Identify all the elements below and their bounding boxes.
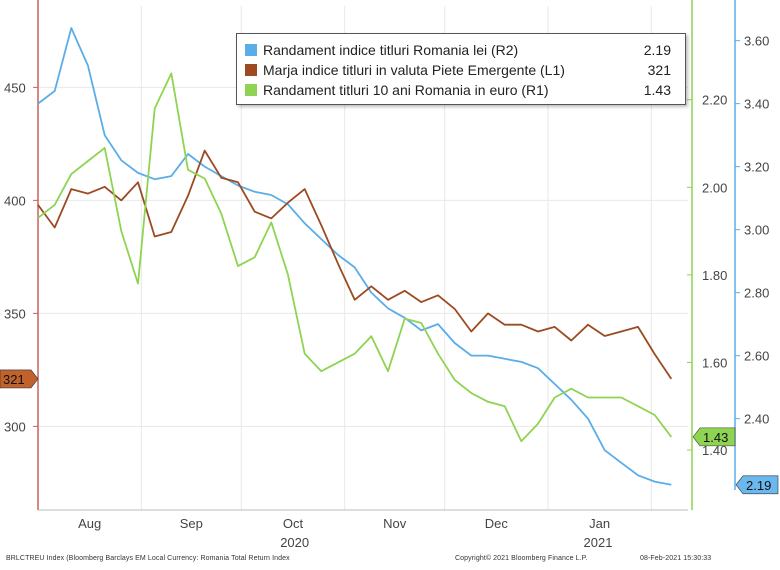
value-tag-ro-lei-yield-label: 2.19 <box>746 478 771 493</box>
series-line-1 <box>37 149 673 380</box>
right1-axis-tick-label: 1.40 <box>702 443 727 458</box>
legend-label: Marja indice titluri in valuta Piete Eme… <box>263 62 565 78</box>
x-month-label: Dec <box>485 516 509 531</box>
right2-axis-tick-label: 2.80 <box>744 286 769 301</box>
legend-swatch <box>245 64 257 76</box>
value-tag-em-spread-label: 321 <box>3 372 25 387</box>
right2-axis-tick-label: 3.00 <box>744 223 769 238</box>
right2-axis-tick-label: 2.40 <box>744 412 769 427</box>
footer-copyright: Copyright© 2021 Bloomberg Finance L.P. <box>455 555 588 562</box>
series-line-2 <box>37 72 673 443</box>
right2-axis-tick-label: 3.40 <box>744 97 769 112</box>
value-tag-em-spread <box>0 369 39 389</box>
x-month-label: Oct <box>283 516 304 531</box>
value-tag-ro-lei-yield <box>735 475 779 495</box>
legend-value: 2.19 <box>643 42 671 58</box>
value-tag-ro-eur-10y <box>692 427 736 447</box>
legend-label: Randament indice titluri Romania lei (R2… <box>263 42 519 58</box>
x-month-label: Nov <box>383 516 407 531</box>
legend-value: 1.43 <box>643 82 671 98</box>
legend-item-em-spread: Marja indice titluri in valuta Piete Eme… <box>243 60 679 80</box>
value-tag-ro-eur-10y-label: 1.43 <box>703 430 728 445</box>
right1-axis-tick-label: 1.80 <box>702 268 727 283</box>
right2-axis-tick-label: 3.20 <box>744 160 769 175</box>
right2-axis-tick-label: 2.60 <box>744 349 769 364</box>
left-axis-tick-label: 350 <box>4 306 26 321</box>
footer-source: BRLCTREU Index (Bloomberg Barclays EM Lo… <box>6 555 290 562</box>
x-month-label: Sep <box>180 516 203 531</box>
legend-label: Randament titluri 10 ani Romania in euro… <box>263 82 549 98</box>
legend-value: 321 <box>647 62 671 78</box>
left-axis-tick-label: 450 <box>4 80 26 95</box>
left-axis-tick-label: 400 <box>4 193 26 208</box>
legend-item-ro-lei-yield: Randament indice titluri Romania lei (R2… <box>243 40 679 60</box>
right1-axis-tick-label: 1.60 <box>702 355 727 370</box>
legend: Randament indice titluri Romania lei (R2… <box>236 33 686 105</box>
legend-item-ro-eur-10y: Randament titluri 10 ani Romania in euro… <box>243 80 679 100</box>
x-year-label: 2020 <box>280 535 309 550</box>
legend-swatch <box>245 84 257 96</box>
x-year-label: 2021 <box>584 535 613 550</box>
footer-timestamp: 08-Feb-2021 15:30:33 <box>640 555 712 562</box>
series-line-0 <box>37 27 672 486</box>
left-axis-tick-label: 300 <box>4 419 26 434</box>
right1-axis-tick-label: 2.00 <box>702 180 727 195</box>
legend-swatch <box>245 44 257 56</box>
right2-axis-tick-label: 3.60 <box>744 34 769 49</box>
right1-axis-tick-label: 2.20 <box>702 93 727 108</box>
x-month-label: Aug <box>78 516 101 531</box>
x-month-label: Jan <box>589 516 610 531</box>
